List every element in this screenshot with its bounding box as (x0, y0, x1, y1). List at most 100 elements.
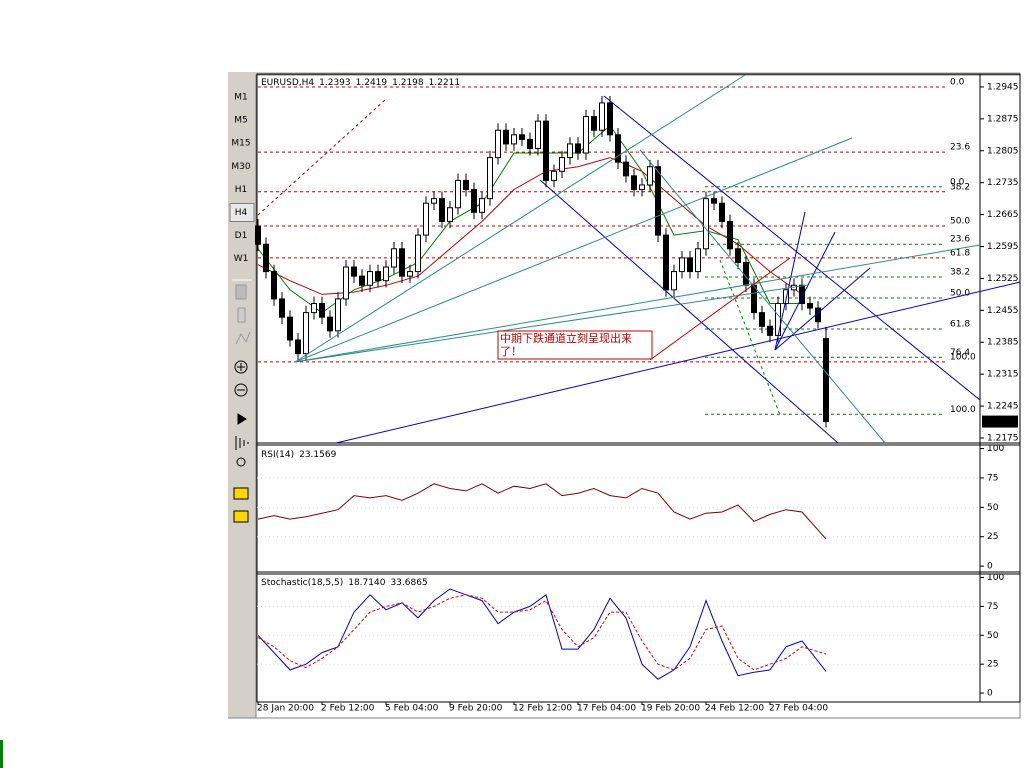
candle-body (375, 271, 381, 282)
candle-body (687, 257, 693, 273)
candle-body (415, 234, 421, 273)
candle-body (639, 184, 645, 191)
timeframe-label[interactable]: D1 (235, 231, 248, 241)
trend-line (719, 259, 781, 416)
edge-mark (0, 740, 3, 768)
chart-header: EURUSD,H4 1.2393 1.2419 1.2198 1.2211 (261, 78, 460, 88)
indicator-line (257, 588, 827, 680)
stoch-header: Stochastic(18,5,5) 18.7140 33.6865 (261, 578, 428, 588)
candle-body (527, 138, 533, 149)
timeframe-button[interactable]: M15 (231, 139, 250, 149)
timeframe-label[interactable]: M1 (234, 93, 248, 103)
panel-frame (256, 73, 1021, 446)
panel-frame (256, 442, 1021, 575)
timeframe-button[interactable]: H1 (235, 185, 248, 195)
stoch-readout: 18.7140 (348, 578, 385, 588)
trend-line (257, 99, 386, 216)
current-price-box (982, 415, 1018, 428)
candle-body (295, 339, 301, 355)
timeframe-button[interactable]: W1 (234, 254, 249, 264)
close-readout: 1.2211 (429, 78, 461, 88)
candle-body (303, 312, 309, 355)
candle-body (255, 225, 261, 245)
candle-body (311, 302, 317, 314)
timeframe-label[interactable]: M5 (234, 116, 248, 126)
timeframe-button[interactable]: M30 (231, 162, 250, 172)
candle-body (783, 289, 789, 304)
fan-line (294, 284, 809, 363)
icon[interactable] (235, 331, 251, 345)
fib-label: 100.0 (950, 405, 976, 415)
x-tick-label: 17 Feb 04:00 (577, 704, 636, 714)
candle-body (439, 198, 445, 222)
trend-line (649, 257, 791, 361)
rsi-readout: 23.1569 (299, 450, 336, 460)
candle-body (551, 170, 557, 181)
candle-body (503, 129, 509, 145)
channel-line (539, 179, 839, 444)
timeframe-button[interactable]: M5 (234, 116, 248, 126)
x-tick-label: 12 Feb 12:00 (513, 704, 572, 714)
y-tick-label: 1.2245 (987, 402, 1019, 412)
timeframe-label[interactable]: W1 (234, 254, 249, 264)
candle-body (767, 325, 773, 336)
annotation-box (497, 330, 653, 360)
timeframe-label[interactable]: M30 (231, 162, 250, 172)
rsi-title: RSI(14) (261, 450, 294, 460)
fan-line (294, 137, 853, 363)
high-readout: 1.2419 (356, 78, 388, 88)
fib-label: 38.2 (950, 182, 970, 192)
candle-body (471, 189, 477, 213)
icon[interactable] (237, 307, 246, 323)
y-tick-label: 50 (987, 503, 999, 513)
selected-button (229, 203, 255, 222)
candle-body (407, 271, 413, 277)
timeframe-label[interactable]: H1 (235, 185, 248, 195)
candle-body (335, 298, 341, 332)
timeframe-button[interactable]: H4 (229, 203, 255, 222)
candle-body (423, 202, 429, 236)
candle-body (367, 271, 373, 286)
icon[interactable] (235, 284, 247, 300)
y-tick-label: 75 (987, 602, 998, 612)
timeframe-label[interactable]: H4 (235, 208, 248, 218)
candle-body (575, 143, 581, 154)
timeframe-label[interactable]: M15 (231, 139, 250, 149)
y-tick-label: 100 (987, 444, 1004, 454)
fib-label: 0.0 (950, 177, 965, 187)
candle-body (583, 116, 589, 154)
rsi-header: RSI(14) 23.1569 (261, 450, 337, 460)
candle-body (543, 120, 549, 181)
timeframe-button[interactable]: M1 (234, 93, 248, 103)
plot-layer: 1.2945 1.2875 1.2805 1.2735 1.2665 1.2595 1.25… (255, 73, 1021, 714)
y-tick-label: 1.2595 (987, 242, 1019, 252)
candle-body (743, 261, 749, 286)
x-tick-label: 9 Feb 20:00 (449, 704, 503, 714)
candle-body (431, 198, 437, 204)
candle-body (279, 298, 285, 318)
candle-body (567, 143, 573, 159)
fan-line (774, 211, 806, 351)
candle-body (495, 129, 501, 159)
open-readout: 1.2393 (319, 78, 351, 88)
zoom-out[interactable] (234, 383, 248, 397)
zoom-in[interactable] (234, 360, 248, 374)
candle-body (759, 312, 765, 327)
fib-label: 50.0 (950, 216, 970, 226)
fib-label: 23.6 (950, 143, 970, 153)
indicator-line (257, 483, 827, 540)
template-icon[interactable] (233, 487, 249, 500)
template-icon[interactable] (233, 510, 249, 523)
candle-body (711, 198, 717, 204)
candle-body (479, 198, 485, 213)
candle-body (807, 302, 813, 309)
candle-body (799, 284, 805, 304)
candle-body (351, 266, 357, 277)
candle-body (463, 179, 469, 191)
candle-body (631, 175, 637, 191)
scroll-icon[interactable] (237, 413, 247, 425)
expert-icon[interactable] (236, 457, 246, 467)
chart-shift[interactable] (235, 436, 249, 450)
candle-body (623, 161, 629, 177)
timeframe-button[interactable]: D1 (235, 231, 248, 241)
